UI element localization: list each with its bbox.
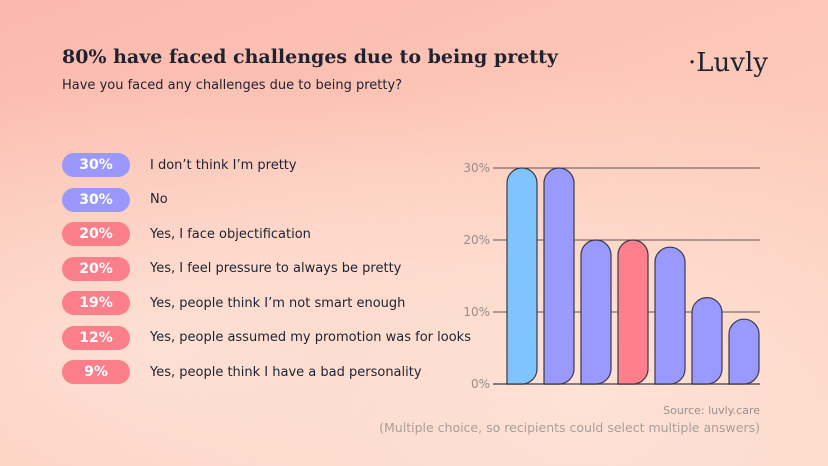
percent-pill: 19% — [62, 291, 130, 315]
bar — [543, 167, 575, 385]
page-subtitle: Have you faced any challenges due to bei… — [62, 78, 403, 93]
legend-item: 9% Yes, people think I have a bad persona… — [62, 360, 422, 384]
percent-pill: 9% — [62, 360, 130, 384]
legend-label: Yes, I face objectification — [150, 226, 311, 242]
legend-label: Yes, I feel pressure to always be pretty — [150, 261, 402, 276]
legend-item: 30% I don’t think I’m pretty — [62, 153, 297, 177]
legend-label: Yes, people think I have a bad personali… — [150, 364, 422, 380]
bar — [728, 318, 760, 385]
y-tick-label: 20% — [463, 233, 490, 247]
percent-pill: 30% — [62, 153, 130, 177]
luvly-logo: ·Luvly — [688, 48, 768, 78]
page-title: 80% have faced challenges due to being p… — [62, 46, 558, 68]
legend-item: 12% Yes, people assumed my promotion was … — [62, 325, 471, 350]
legend-item: 19% Yes, people think I’m not smart enoug… — [62, 291, 405, 315]
legend-label: Yes, people assumed my promotion was for… — [150, 330, 471, 345]
bar — [617, 239, 649, 385]
percent-pill: 12% — [62, 325, 130, 350]
percent-pill: 20% — [62, 222, 130, 246]
legend-label: Yes, people think I’m not smart enough — [150, 295, 406, 311]
percent-pill: 20% — [62, 256, 130, 281]
legend-label: No — [150, 192, 168, 207]
legend-item: 30% No — [62, 187, 168, 212]
legend-label: I don’t think I’m pretty — [150, 157, 297, 173]
bar — [506, 167, 538, 385]
source-text: Source: luvly.care — [663, 404, 760, 417]
y-tick-label: 0% — [471, 377, 490, 391]
bar — [654, 246, 686, 385]
legend-item: 20% Yes, I feel pressure to always be pre… — [62, 256, 402, 281]
y-tick-label: 10% — [463, 305, 490, 319]
legend-item: 20% Yes, I face objectification — [62, 222, 311, 246]
bar — [580, 239, 612, 385]
footnote: (Multiple choice, so recipients could se… — [379, 420, 760, 435]
percent-pill: 30% — [62, 187, 130, 212]
y-tick-label: 30% — [463, 161, 490, 175]
bar — [691, 297, 723, 385]
